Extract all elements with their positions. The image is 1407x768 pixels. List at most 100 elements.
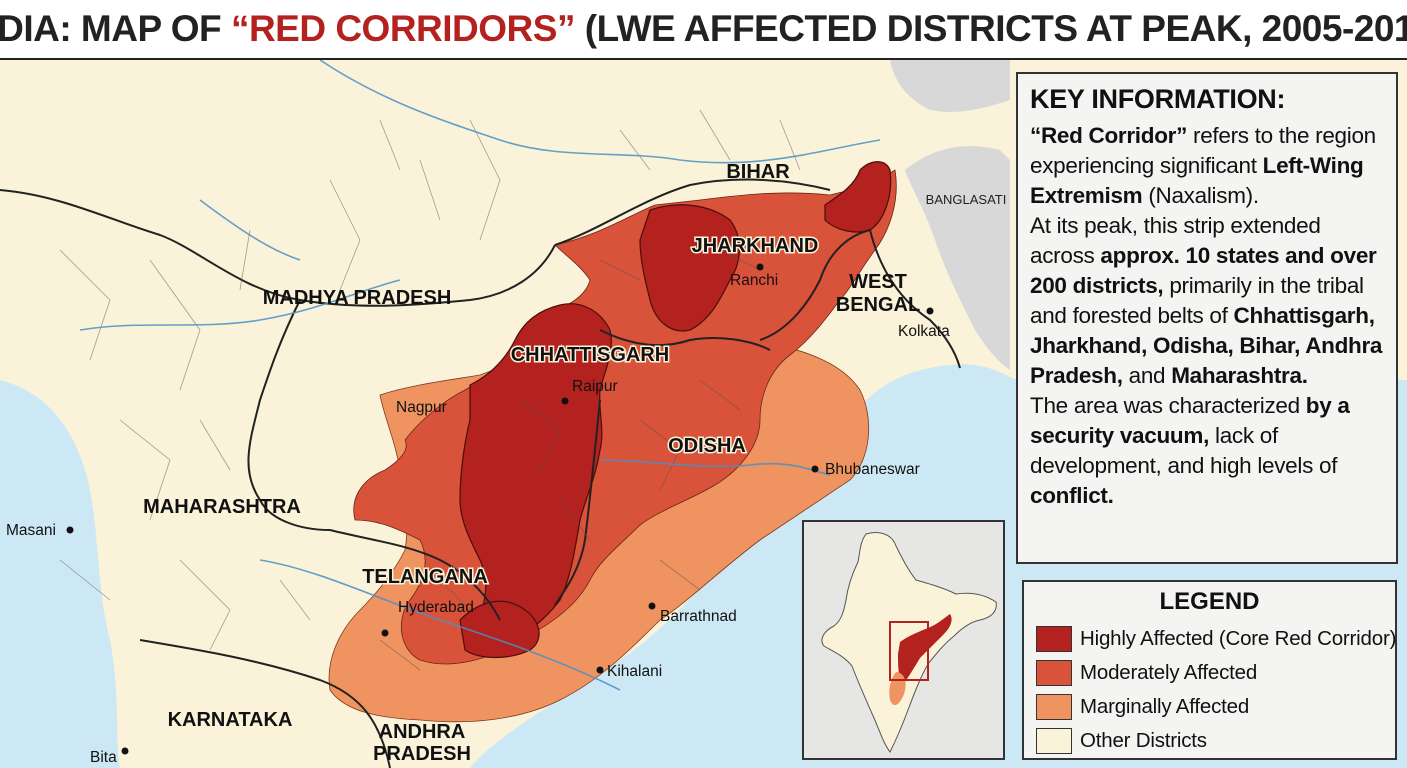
label-kolkata: Kolkata <box>898 323 950 340</box>
key-text: lack of development, and high levels of <box>1030 423 1338 478</box>
inset-red-corridor <box>898 614 952 686</box>
legend-label: Highly Affected (Core Red Corridor) <box>1080 627 1397 650</box>
title-highlight: “RED CORRIDORS” <box>230 8 576 49</box>
city-markers <box>66 263 934 755</box>
label-west-bengal-2: BENGAL <box>836 294 920 316</box>
key-text: The area was characterized <box>1030 393 1306 418</box>
rivers <box>79 60 881 691</box>
key-term-security: by a security vacuum, <box>1030 393 1350 448</box>
dot-ranchi <box>756 263 764 271</box>
dot-raipur <box>561 397 569 405</box>
title-prefix: INDIA: MAP OF <box>0 8 222 49</box>
label-masani: Masani <box>6 522 56 539</box>
dot-kolkata <box>926 307 934 315</box>
label-bihar: BIHAR <box>726 161 790 183</box>
label-bangladesh: BANGLASATI <box>926 192 1007 207</box>
key-term-conflict: conflict. <box>1030 483 1114 508</box>
dot-hyderabad <box>381 629 389 637</box>
zone-core-dandakaranya <box>459 303 612 652</box>
swatch-moderately <box>1036 660 1072 686</box>
label-ranchi: Ranchi <box>730 272 778 289</box>
label-bita: Bita <box>90 749 117 766</box>
key-text: At its peak, this strip extended across <box>1030 213 1321 268</box>
boundary-chhattisgarh-odisha-north <box>599 329 771 351</box>
key-paragraph-3: The area was characterized by a security… <box>1030 391 1384 511</box>
dot-bita <box>121 747 129 755</box>
legend-title: LEGEND <box>1159 588 1260 615</box>
legend-label: Other Districts <box>1080 729 1207 752</box>
india-inset-map <box>802 520 1005 760</box>
boundary-telangana <box>329 529 501 621</box>
label-karnataka: KARNATAKA <box>168 709 293 731</box>
label-bhubaneswar: Bhubaneswar <box>825 461 920 478</box>
bangladesh-region <box>905 146 1010 370</box>
key-text: primarily in the tribal and forested bel… <box>1030 273 1364 328</box>
state-labels: BIHAR JHARKHAND WEST BENGAL MADHYA PRADE… <box>143 161 1006 765</box>
district-boundaries <box>59 109 801 671</box>
label-hyderabad: Hyderabad <box>398 599 474 616</box>
boundary-mp-maharashtra <box>247 299 331 531</box>
boundary-bihar-jharkhand <box>554 178 831 246</box>
key-term-states: Chhattisgarh, Jharkhand, Odisha, Bihar, … <box>1030 303 1383 388</box>
arabian-sea <box>0 380 120 768</box>
label-west-bengal-1: WEST <box>849 271 907 293</box>
label-madhya-pradesh: MADHYA PRADESH <box>263 287 452 309</box>
legend-label: Moderately Affected <box>1080 661 1258 684</box>
boundary-karnataka <box>139 639 391 768</box>
state-boundaries <box>0 178 961 768</box>
boundary-jharkhand-wb <box>759 229 871 341</box>
swatch-highly <box>1036 626 1072 652</box>
title-bar: INDIA: MAP OF “RED CORRIDORS” (LWE AFFEC… <box>0 0 1407 60</box>
river-narmada <box>79 279 401 331</box>
northeast-region <box>890 60 1010 112</box>
key-paragraph-2: At its peak, this strip extended across … <box>1030 211 1384 391</box>
dot-kihalani <box>596 666 604 674</box>
map-title: INDIA: MAP OF “RED CORRIDORS” (LWE AFFEC… <box>0 8 1407 50</box>
key-paragraph-1: “Red Corridor” refers to the region expe… <box>1030 121 1384 211</box>
key-term-lwe: Left-Wing Extremism <box>1030 153 1364 208</box>
boundary-wb-bangladesh <box>869 229 961 369</box>
key-term-extent: approx. 10 states and over 200 districts… <box>1030 243 1377 298</box>
label-kihalani: Kihalani <box>607 663 662 680</box>
label-barrathnad: Barrathnad <box>660 608 737 625</box>
key-term-red-corridor: “Red Corridor” <box>1030 123 1188 148</box>
label-andhra-pradesh-1: ANDHRA <box>379 721 466 743</box>
label-andhra-pradesh-2: PRADESH <box>373 743 471 765</box>
zone-core-north-bengal <box>824 161 892 233</box>
legend-item-other: Other Districts <box>1036 724 1383 758</box>
label-raipur: Raipur <box>572 378 618 395</box>
swatch-marginally <box>1036 694 1072 720</box>
legend-panel: LEGEND Highly Affected (Core Red Corrido… <box>1022 580 1397 760</box>
legend-item-moderately: Moderately Affected <box>1036 656 1383 690</box>
river-mahanadi <box>599 459 831 476</box>
dot-masani <box>66 526 74 534</box>
zone-core-south <box>459 600 540 659</box>
swatch-other <box>1036 728 1072 754</box>
dot-barrathnad <box>648 602 656 610</box>
key-text: (Naxalism). <box>1142 183 1259 208</box>
key-information-panel: KEY INFORMATION: “Red Corridor” refers t… <box>1016 72 1398 564</box>
key-term-maharashtra: Maharashtra. <box>1171 363 1308 388</box>
label-maharashtra: MAHARASHTRA <box>143 496 301 518</box>
key-text: and <box>1122 363 1172 388</box>
city-labels: Ranchi Kolkata Raipur Nagpur Bhubaneswar… <box>6 272 950 766</box>
key-information-heading: KEY INFORMATION: <box>1030 84 1286 114</box>
zone-core-jharkhand <box>639 204 741 332</box>
river-chambal <box>199 199 301 261</box>
label-odisha: ODISHA <box>668 435 746 457</box>
key-text: refers to the region experiencing signif… <box>1030 123 1376 178</box>
legend-item-marginally: Marginally Affected <box>1036 690 1383 724</box>
legend-label: Marginally Affected <box>1080 695 1250 718</box>
inset-svg <box>804 522 1003 758</box>
label-jharkhand: JHARKHAND <box>692 235 819 257</box>
legend-item-highly: Highly Affected (Core Red Corridor) <box>1036 622 1396 656</box>
river-ganga <box>319 60 881 164</box>
key-information-body: “Red Corridor” refers to the region expe… <box>1030 121 1384 511</box>
label-nagpur: Nagpur <box>396 399 447 416</box>
inset-highlight-box <box>889 621 929 681</box>
title-suffix: (LWE AFFECTED DISTRICTS AT PEAK, 2005-20… <box>574 8 1407 49</box>
label-telangana: TELANGANA <box>362 566 488 588</box>
label-chhattisgarh: CHHATTISGARH <box>511 344 670 366</box>
river-godavari <box>259 559 621 691</box>
dot-bhubaneswar <box>811 465 819 473</box>
